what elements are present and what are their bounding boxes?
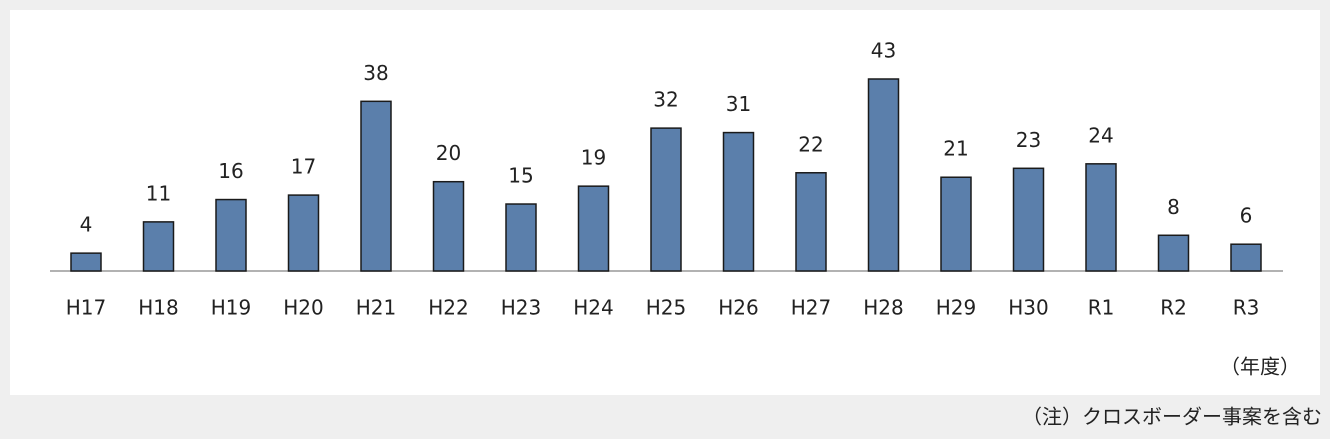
x-tick-label: H17	[66, 296, 107, 320]
bar	[1230, 243, 1262, 272]
bar	[70, 252, 102, 272]
x-tick-label: H24	[573, 296, 614, 320]
bar	[1085, 163, 1117, 272]
bar	[795, 172, 827, 272]
bar	[1157, 234, 1190, 272]
x-tick-label: H18	[138, 296, 179, 320]
x-tick-label: H19	[211, 296, 252, 320]
bar	[722, 131, 755, 272]
data-label: 8	[1167, 195, 1180, 219]
x-unit-label: （年度）	[1220, 355, 1300, 379]
data-label: 20	[436, 141, 461, 165]
data-label: 6	[1240, 204, 1253, 228]
data-label: 43	[871, 39, 896, 63]
bar	[577, 185, 610, 272]
x-tick-label: R2	[1160, 296, 1187, 320]
bar	[940, 176, 972, 272]
bar	[1012, 167, 1045, 272]
x-tick-label: H21	[356, 296, 397, 320]
x-tick-label: H30	[1008, 296, 1049, 320]
bar	[650, 127, 682, 272]
x-tick-label: H29	[936, 296, 977, 320]
bar	[867, 78, 900, 272]
data-label: 38	[363, 61, 388, 85]
data-label: 11	[146, 181, 171, 205]
x-tick-label: R3	[1233, 296, 1260, 320]
data-label: 19	[581, 146, 606, 170]
data-label: 16	[218, 159, 243, 183]
data-label: 24	[1088, 123, 1113, 147]
data-label: 17	[291, 155, 316, 179]
note: （注）クロスボーダー事案を含む	[1022, 405, 1322, 429]
bar	[215, 198, 247, 272]
bar	[142, 221, 175, 272]
x-tick-label: H27	[791, 296, 832, 320]
data-label: 21	[943, 137, 968, 161]
bar	[505, 203, 537, 272]
data-label: 4	[80, 213, 93, 237]
data-label: 31	[726, 92, 751, 116]
x-tick-label: R1	[1088, 296, 1115, 320]
data-label: 15	[508, 164, 533, 188]
x-tick-label: H28	[863, 296, 904, 320]
bar	[360, 100, 392, 272]
data-label: 22	[798, 132, 823, 156]
data-label: 32	[653, 88, 678, 112]
bar	[432, 180, 465, 272]
x-tick-label: H22	[428, 296, 469, 320]
x-tick-label: H25	[646, 296, 687, 320]
x-tick-label: H23	[501, 296, 542, 320]
data-label: 23	[1016, 128, 1041, 152]
x-tick-label: H20	[283, 296, 324, 320]
bar	[287, 194, 320, 272]
x-tick-label: H26	[718, 296, 759, 320]
